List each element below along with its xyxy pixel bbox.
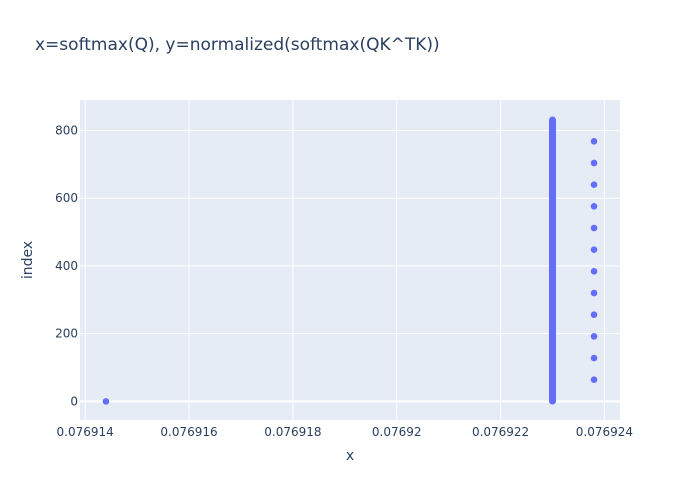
grid-lines — [80, 100, 620, 420]
data-point — [590, 159, 598, 167]
plot-area — [80, 100, 620, 420]
tick-labels: 0.076914 0.076916 0.076918 0.07692 0.076922 0… — [55, 123, 633, 439]
y-axis-title: index — [20, 241, 36, 279]
data-point — [590, 311, 598, 318]
data-markers — [102, 116, 598, 405]
data-point — [590, 333, 598, 340]
x-tick-label: 0.076916 — [160, 425, 217, 439]
data-point — [590, 268, 598, 275]
x-axis-title: x — [346, 448, 354, 464]
y-tick-label: 400 — [55, 259, 78, 273]
y-tick-label: 200 — [55, 327, 78, 341]
data-point — [590, 138, 598, 145]
data-point — [590, 289, 598, 297]
x-tick-label: 0.076914 — [57, 425, 114, 439]
data-point — [590, 376, 598, 384]
chart-title: x=softmax(Q), y=normalized(softmax(QK^TK… — [35, 35, 440, 55]
x-tick-label: 0.076924 — [576, 425, 633, 439]
data-point — [590, 354, 598, 362]
x-tick-label: 0.076918 — [264, 425, 321, 439]
data-point — [102, 398, 110, 405]
x-tick-label: 0.07692 — [372, 425, 422, 439]
x-tick-label: 0.076922 — [472, 425, 529, 439]
data-point — [590, 246, 598, 253]
data-point — [590, 203, 598, 210]
y-tick-label: 800 — [55, 123, 78, 137]
data-point — [590, 224, 598, 232]
y-tick-label: 600 — [55, 191, 78, 205]
y-tick-label: 0 — [70, 394, 78, 408]
data-point — [590, 181, 598, 188]
